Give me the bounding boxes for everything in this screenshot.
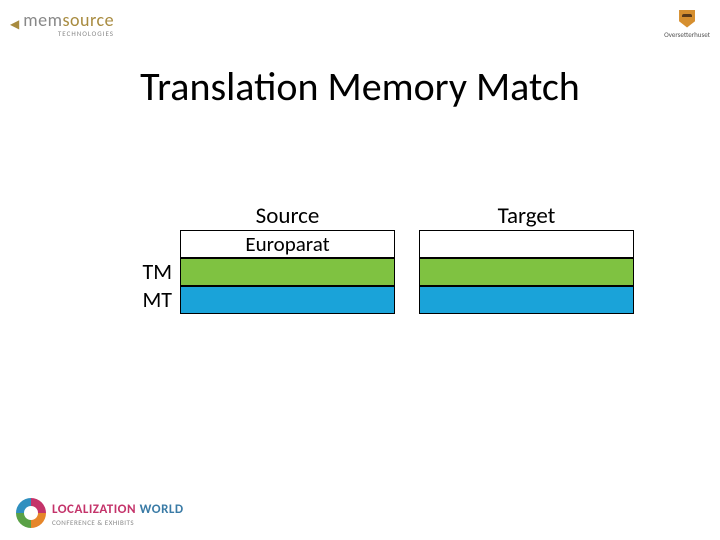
oversetterhuset-logo: Oversetterhuset — [664, 10, 710, 39]
logo-mem-text: mem — [23, 11, 62, 29]
memsource-logo: ◀ mem source TECHNOLOGIES — [10, 11, 114, 37]
slide: ◀ mem source TECHNOLOGIES Oversetterhuse… — [0, 0, 720, 540]
globe-icon — [16, 498, 46, 528]
col-header-target: Target — [419, 202, 634, 230]
logo-subtext: TECHNOLOGIES — [23, 30, 114, 37]
table-row: Europarat — [122, 230, 634, 258]
table-cell: Europarat — [180, 230, 395, 258]
table-cell — [180, 286, 395, 314]
shield-icon — [679, 10, 695, 28]
footer-localization-text: LOCALIZATION — [52, 502, 136, 517]
slide-title: Translation Memory Match — [0, 62, 720, 111]
row-label — [122, 230, 180, 258]
row-label: MT — [122, 286, 180, 314]
col-header-source: Source — [180, 202, 395, 230]
footer-subtext: CONFERENCE & EXHIBITS — [52, 519, 184, 526]
table-cell — [419, 230, 634, 258]
table-cell — [419, 286, 634, 314]
table-cell — [419, 258, 634, 286]
table-row: MT — [122, 286, 634, 314]
logo-triangle-icon: ◀ — [10, 17, 19, 32]
row-label: TM — [122, 258, 180, 286]
header: ◀ mem source TECHNOLOGIES Oversetterhuse… — [10, 8, 710, 40]
table-row: TM — [122, 258, 634, 286]
localization-world-logo: LOCALIZATION WORLD CONFERENCE & EXHIBITS — [16, 498, 184, 528]
tm-table: Source Target Europarat TM MT — [122, 202, 634, 314]
table-cell — [180, 258, 395, 286]
table-column-headers: Source Target — [122, 202, 634, 230]
logo-source-text: source — [62, 11, 114, 29]
footer-world-text: WORLD — [140, 502, 184, 517]
oversetterhuset-text: Oversetterhuset — [664, 30, 710, 39]
